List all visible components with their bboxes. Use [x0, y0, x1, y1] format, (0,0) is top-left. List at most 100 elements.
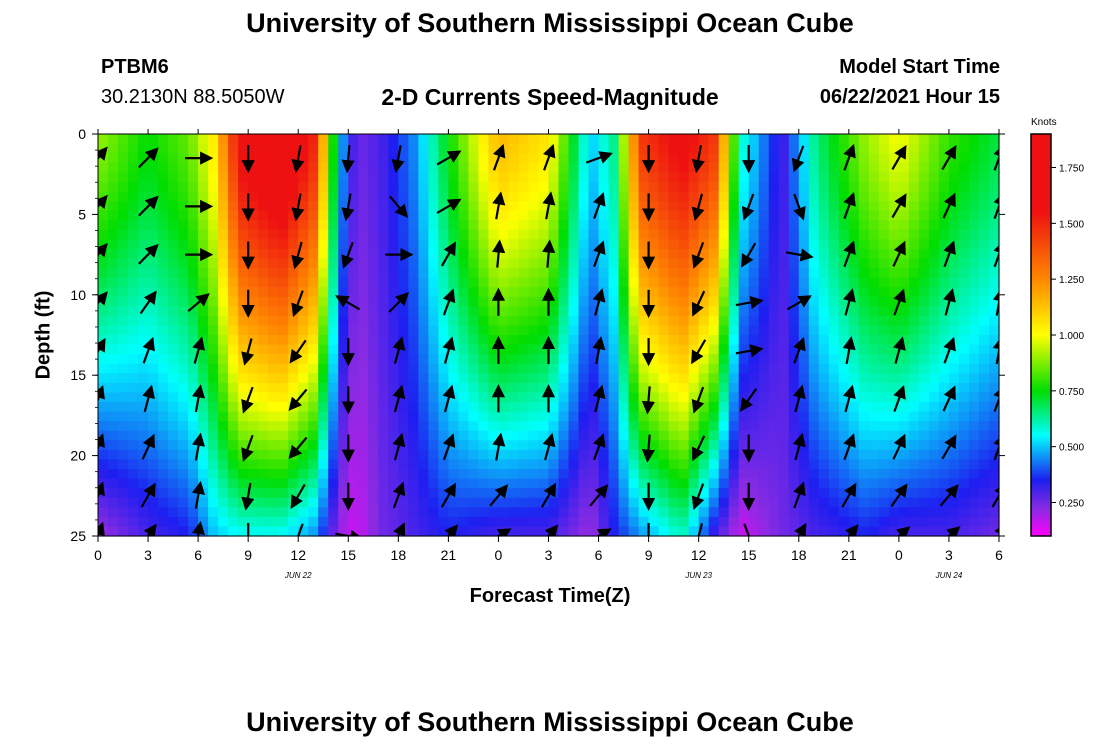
- heatmap-cell: [668, 392, 680, 403]
- current-arrow: [436, 150, 462, 166]
- heatmap-cell: [888, 287, 900, 298]
- heatmap-cell: [458, 488, 470, 499]
- heatmap-cell: [748, 306, 760, 317]
- current-arrow: [786, 295, 812, 311]
- heatmap-cell: [678, 153, 690, 164]
- heatmap-cell: [318, 354, 329, 365]
- heatmap-cell: [188, 335, 199, 346]
- heatmap-cell: [668, 449, 680, 461]
- heatmap-cell: [618, 363, 630, 374]
- heatmap-cell: [128, 325, 139, 336]
- heatmap-cell: [498, 201, 510, 212]
- heatmap-cell: [578, 335, 590, 346]
- heatmap-cell: [648, 411, 660, 422]
- heatmap-cell: [508, 181, 520, 193]
- heatmap-cell: [378, 344, 389, 355]
- heatmap-cell: [958, 516, 970, 528]
- heatmap-cell: [988, 315, 1000, 327]
- station-id: PTBM6: [101, 56, 169, 78]
- heatmap-cell: [318, 191, 329, 202]
- heatmap-cell: [868, 201, 880, 212]
- heatmap-cell: [838, 459, 850, 470]
- heatmap-cell: [268, 516, 279, 528]
- heatmap-cell: [418, 507, 429, 518]
- heatmap-cell: [308, 344, 319, 355]
- heatmap-cell: [258, 459, 269, 470]
- heatmap-cell: [218, 325, 229, 336]
- heatmap-cell: [368, 172, 379, 183]
- heatmap-cell: [178, 430, 189, 441]
- heatmap-cell: [278, 306, 289, 317]
- heatmap-cell: [628, 239, 640, 250]
- heatmap-cell: [518, 229, 530, 240]
- heatmap-cell: [848, 507, 860, 518]
- heatmap-cell: [468, 315, 480, 327]
- heatmap-cell: [358, 191, 369, 202]
- heatmap-cell: [238, 516, 249, 528]
- heatmap-cell: [708, 162, 720, 173]
- heatmap-cell: [178, 191, 189, 202]
- heatmap-cell: [978, 325, 990, 336]
- heatmap-cell: [708, 507, 720, 518]
- heatmap-cell: [498, 382, 510, 394]
- current-arrow: [691, 386, 705, 414]
- heatmap-cell: [908, 507, 920, 518]
- heatmap-cell: [818, 229, 830, 240]
- heatmap-cell: [738, 277, 750, 288]
- heatmap-cell: [238, 239, 249, 250]
- heatmap-cell: [228, 516, 239, 528]
- heatmap-cell: [568, 277, 580, 288]
- heatmap-cell: [898, 181, 910, 193]
- heatmap-cell: [98, 172, 109, 183]
- heatmap-cell: [158, 306, 169, 317]
- heatmap-cell: [648, 277, 660, 288]
- heatmap-cell: [728, 344, 740, 355]
- heatmap-cell: [128, 382, 139, 394]
- heatmap-cell: [328, 239, 339, 250]
- heatmap-cell: [428, 172, 439, 183]
- heatmap-cell: [708, 172, 720, 183]
- heatmap-cell: [138, 363, 149, 374]
- heatmap-cell: [458, 162, 470, 173]
- heatmap-cell: [478, 268, 490, 279]
- heatmap-cell: [428, 162, 439, 173]
- heatmap-cell: [728, 335, 740, 346]
- heatmap-cell: [418, 287, 429, 298]
- heatmap-cell: [408, 440, 419, 451]
- heatmap-cell: [558, 373, 570, 384]
- heatmap-cell: [658, 488, 670, 499]
- heatmap-cell: [768, 392, 780, 403]
- heatmap-cell: [918, 392, 930, 403]
- current-arrow: [735, 296, 764, 310]
- heatmap-cell: [918, 134, 930, 145]
- heatmap-cell: [328, 181, 339, 193]
- heatmap-cell: [858, 229, 870, 240]
- current-arrow: [541, 482, 557, 508]
- heatmap-cell: [338, 335, 349, 346]
- heatmap-cell: [538, 354, 550, 365]
- heatmap-cell: [308, 402, 319, 413]
- heatmap-cell: [298, 229, 309, 240]
- heatmap-cell: [508, 363, 520, 374]
- heatmap-cell: [138, 459, 149, 470]
- heatmap-cell: [708, 306, 720, 317]
- heatmap-cell: [158, 344, 169, 355]
- heatmap-cell: [408, 153, 419, 164]
- heatmap-cell: [558, 287, 570, 298]
- colorbar-tick-label: 1.250: [1059, 275, 1084, 286]
- heatmap-cell: [268, 239, 279, 250]
- heatmap-cell: [598, 220, 610, 231]
- heatmap-cell: [208, 440, 219, 451]
- heatmap-cell: [828, 430, 840, 441]
- y-axis-label: Depth (ft): [32, 290, 55, 380]
- heatmap-cell: [98, 516, 109, 528]
- heatmap-cell: [538, 469, 550, 480]
- heatmap-cell: [898, 229, 910, 240]
- heatmap-cell: [478, 258, 490, 269]
- heatmap-cell: [978, 201, 990, 212]
- heatmap-cell: [358, 258, 369, 269]
- heatmap-cell: [988, 306, 1000, 317]
- heatmap-cell: [318, 258, 329, 269]
- heatmap-cell: [178, 220, 189, 231]
- heatmap-cell: [888, 239, 900, 250]
